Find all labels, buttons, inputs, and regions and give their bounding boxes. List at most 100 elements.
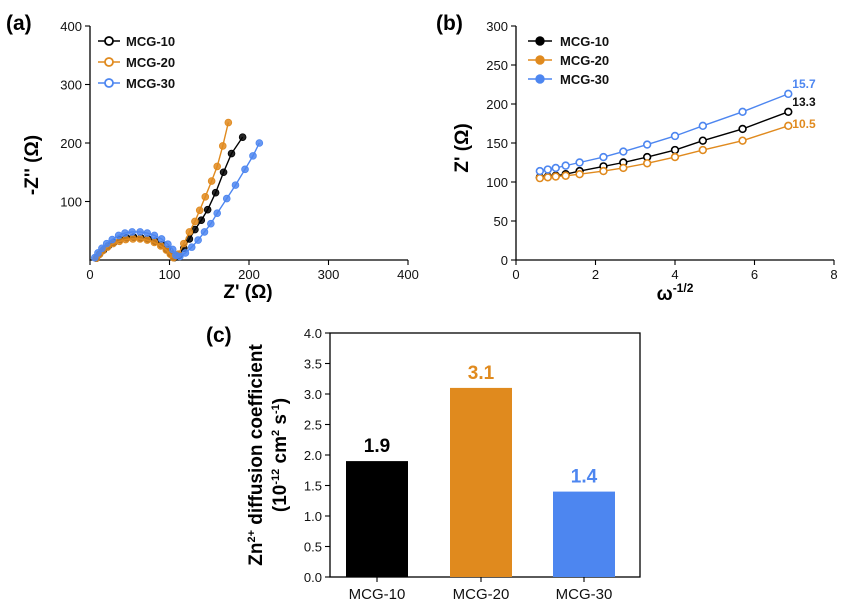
- panel-a-point-MCG-30: [231, 181, 240, 189]
- panel-a-point-MCG-30: [255, 139, 264, 147]
- panel-c-label: (c): [206, 324, 232, 347]
- panel-a-point-MCG-10: [227, 149, 236, 158]
- panel-c-bar-MCG-10: [346, 461, 408, 577]
- panel-a-point-MCG-30: [143, 229, 152, 237]
- panel-b-xtick-label: 2: [592, 267, 599, 282]
- panel-c-ytick-label: 1.0: [304, 509, 322, 524]
- panel-c-value-label-MCG-10: 1.9: [364, 436, 390, 457]
- panel-a-point-MCG-30: [181, 249, 190, 257]
- panel-a-point-MCG-30: [164, 240, 172, 249]
- panel-a-point-MCG-30: [136, 228, 144, 236]
- panel-a-plot-area: 0 100 200 300 400 100 200 300 400 MCG-10 MCG-20 MCG…: [60, 19, 419, 282]
- panel-a-point-MCG-30: [102, 239, 111, 248]
- panel-a-ytick-label: 300: [60, 78, 82, 93]
- panel-a-point-MCG-30: [222, 194, 231, 203]
- panel-a-point-MCG-30: [213, 209, 222, 218]
- panel-b-point-MCG-30: [738, 107, 747, 117]
- panel-a-point-MCG-20: [213, 162, 222, 171]
- panel-b-end-label-MCG-20: 10.5: [792, 117, 816, 131]
- panel-c-ytick-label: 3.0: [304, 387, 322, 402]
- panel-a-point-MCG-20: [207, 177, 216, 185]
- panel-a-point-MCG-30: [194, 236, 202, 244]
- panel-b-point-MCG-30: [698, 121, 708, 131]
- panel-b-xtick-label: 4: [671, 267, 678, 282]
- panel-a-point-MCG-20: [224, 118, 233, 127]
- panel-a-point-MCG-30: [98, 244, 106, 253]
- panel-b-point-MCG-20: [738, 136, 747, 145]
- panel-b-point-MCG-20: [670, 152, 680, 162]
- panel-a-legend-label: MCG-30: [126, 76, 175, 91]
- panel-b-xtick-label: 0: [512, 267, 519, 282]
- panel-c-category-label: MCG-20: [453, 586, 510, 603]
- panel-c-value-label-MCG-20: 3.1: [468, 363, 495, 384]
- panel-a-xlabel: Z' (Ω): [223, 282, 272, 303]
- panel-c-ytick-label: 2.0: [304, 448, 322, 463]
- panel-b-ytick-label: 150: [486, 136, 508, 151]
- panel-a-point-MCG-30: [241, 165, 249, 174]
- panel-a-point-MCG-30: [207, 219, 215, 228]
- panel-b-legend-label: MCG-20: [560, 53, 609, 68]
- panel-a-point-MCG-10: [211, 188, 220, 197]
- panel-a-point-MCG-10: [197, 216, 206, 225]
- panel-a-point-MCG-30: [249, 152, 257, 160]
- panel-b-point-MCG-30: [535, 166, 545, 176]
- panel-a-point-MCG-20: [143, 236, 152, 244]
- panel-a-ytick-label: 100: [60, 195, 82, 210]
- panel-b-point-MCG-20: [551, 172, 560, 181]
- panel-a-point-MCG-30: [176, 252, 184, 261]
- panel-b-point-MCG-10: [784, 107, 793, 117]
- panel-b-ytick-label: 50: [494, 214, 508, 229]
- panel-a-legend-marker: [104, 57, 114, 67]
- panel-a-point-MCG-30: [200, 228, 209, 236]
- panel-c-ylabel-line2: (10-12 cm2 s-1): [270, 398, 291, 512]
- panel-b-xlabel-main: ω: [657, 284, 673, 305]
- panel-b-end-label-MCG-10: 13.3: [792, 95, 816, 109]
- panel-b-ytick-label: 300: [486, 19, 508, 34]
- panel-b-plot-area: 0 2 4 6 8 0 50 100 150 200 250 300 13.3 MCG-10 10.5 MCG…: [486, 19, 837, 282]
- panel-a-ytick-label: 200: [60, 136, 82, 151]
- panel-a-point-MCG-20: [185, 228, 194, 236]
- panel-c-ytick-label: 1.5: [304, 479, 322, 494]
- panel-b-point-MCG-20: [642, 159, 652, 168]
- panel-b-ytick-label: 200: [486, 97, 508, 112]
- panel-a-point-MCG-20: [180, 239, 188, 248]
- panel-b-label: (b): [436, 12, 463, 35]
- panel-c-value-label-MCG-30: 1.4: [571, 467, 598, 488]
- panel-a-point-MCG-20: [136, 235, 144, 243]
- panel-a-label: (a): [6, 12, 32, 35]
- panel-b-point-MCG-30: [561, 161, 570, 170]
- panel-a-point-MCG-20: [150, 238, 159, 247]
- panel-a-point-MCG-30: [150, 231, 159, 240]
- panel-a-legend-label: MCG-10: [126, 34, 175, 49]
- panel-b-point-MCG-20: [619, 163, 628, 173]
- panel-c-ytick-label: 0.0: [304, 570, 322, 585]
- panel-a-legend-marker: [104, 36, 114, 46]
- panel-a-xtick-label: 0: [86, 267, 93, 282]
- panel-b-point-MCG-20: [698, 145, 708, 155]
- panel-b-point-MCG-30: [551, 163, 560, 173]
- panel-a-legend-marker: [104, 78, 114, 88]
- panel-a-legend-label: MCG-20: [126, 55, 175, 70]
- panel-b-point-MCG-20: [561, 171, 570, 180]
- panel-a-point-MCG-20: [191, 217, 199, 226]
- panel-c-ylabel-line1: Zn2+ diffusion coefficient: [246, 344, 267, 566]
- panel-c-ytick-label: 4.0: [304, 326, 322, 341]
- panel-c-ytick-label: 0.5: [304, 540, 322, 555]
- panel-a-point-MCG-20: [121, 235, 130, 244]
- panel-b-point-MCG-20: [535, 173, 545, 183]
- panel-b-point-MCG-10: [698, 136, 708, 145]
- panel-b-ylabel: Z' (Ω): [452, 123, 473, 172]
- panel-b-point-MCG-30: [670, 131, 680, 141]
- panel-b-ytick-label: 0: [501, 253, 508, 268]
- panel-b: (b) 0 2 4 6 8 0 50 100 150 200 250 300 13.3 MCG-10 10.…: [436, 12, 838, 305]
- panel-a-point-MCG-30: [157, 235, 166, 243]
- panel-a-xtick-label: 100: [159, 267, 181, 282]
- panel-b-point-MCG-10: [670, 145, 680, 155]
- panel-a-point-MCG-30: [121, 229, 129, 237]
- panel-a-point-MCG-10: [219, 168, 228, 177]
- panel-a-point-MCG-10: [238, 133, 247, 141]
- panel-b-legend-label: MCG-10: [560, 34, 609, 49]
- panel-a-point-MCG-20: [195, 206, 204, 215]
- panel-b-point-MCG-30: [619, 147, 628, 156]
- panel-c-bar-MCG-20: [450, 387, 512, 577]
